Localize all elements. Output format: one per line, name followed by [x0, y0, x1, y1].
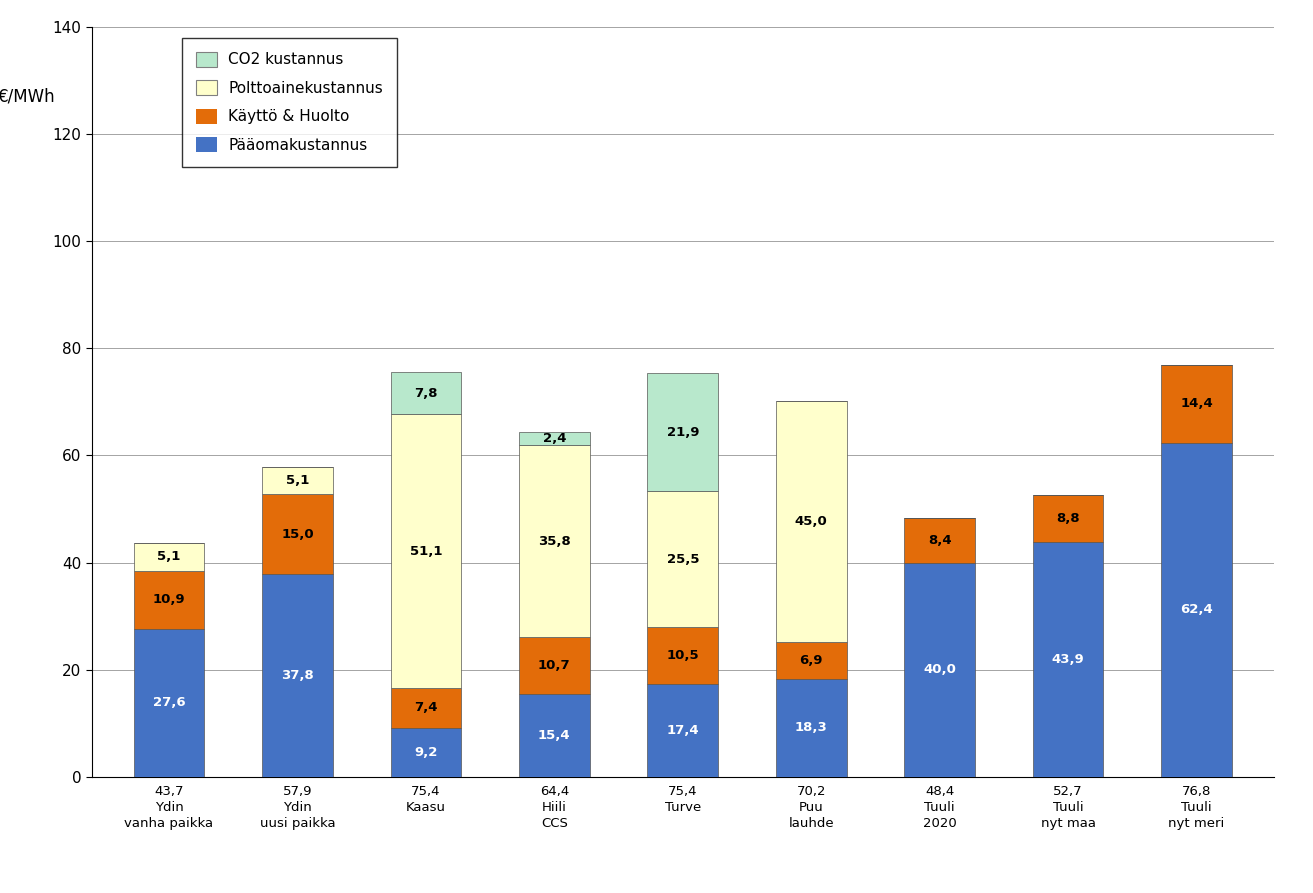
Text: 18,3: 18,3 — [794, 722, 827, 734]
Text: 62,4: 62,4 — [1180, 604, 1213, 616]
Legend: CO2 kustannus, Polttoainekustannus, Käyttö & Huolto, Pääomakustannus: CO2 kustannus, Polttoainekustannus, Käyt… — [183, 38, 397, 167]
Text: 43,9: 43,9 — [1052, 653, 1085, 666]
Text: 5,1: 5,1 — [158, 550, 181, 563]
Bar — [776, 401, 847, 642]
Text: 40,0: 40,0 — [923, 663, 956, 676]
Bar — [134, 571, 205, 629]
Bar — [776, 642, 847, 679]
Text: 8,4: 8,4 — [928, 534, 952, 547]
Text: 51,1: 51,1 — [410, 545, 442, 557]
Bar — [263, 494, 332, 574]
Bar — [390, 372, 461, 414]
Bar — [1161, 443, 1232, 777]
Text: 21,9: 21,9 — [667, 426, 699, 438]
Bar — [519, 446, 590, 637]
Bar — [1033, 542, 1103, 777]
Bar — [519, 637, 590, 695]
Bar — [647, 373, 718, 491]
Text: 15,4: 15,4 — [538, 730, 571, 742]
Y-axis label: €/MWh: €/MWh — [0, 88, 55, 105]
Bar — [519, 695, 590, 777]
Text: 37,8: 37,8 — [281, 669, 314, 682]
Bar — [390, 688, 461, 728]
Text: 5,1: 5,1 — [286, 474, 309, 487]
Text: 25,5: 25,5 — [667, 553, 699, 565]
Bar — [1033, 495, 1103, 542]
Bar — [390, 414, 461, 688]
Bar — [134, 629, 205, 777]
Text: 6,9: 6,9 — [800, 654, 823, 667]
Text: 10,9: 10,9 — [152, 593, 185, 606]
Bar — [263, 467, 332, 494]
Text: 7,4: 7,4 — [414, 701, 437, 714]
Bar — [519, 432, 590, 446]
Bar — [905, 518, 976, 563]
Text: 27,6: 27,6 — [152, 697, 185, 709]
Text: 35,8: 35,8 — [538, 535, 571, 547]
Text: 10,5: 10,5 — [667, 649, 699, 662]
Bar — [134, 543, 205, 571]
Bar — [390, 728, 461, 777]
Text: 10,7: 10,7 — [538, 659, 571, 672]
Text: 9,2: 9,2 — [414, 746, 437, 759]
Bar — [776, 679, 847, 777]
Text: 45,0: 45,0 — [794, 515, 827, 528]
Bar — [1161, 365, 1232, 443]
Text: 8,8: 8,8 — [1056, 512, 1079, 524]
Text: 15,0: 15,0 — [281, 528, 314, 540]
Bar — [647, 684, 718, 777]
Bar — [263, 574, 332, 777]
Bar — [905, 563, 976, 777]
Text: 17,4: 17,4 — [667, 724, 699, 737]
Text: 2,4: 2,4 — [542, 432, 566, 446]
Text: 14,4: 14,4 — [1180, 397, 1213, 411]
Bar — [647, 491, 718, 628]
Text: 7,8: 7,8 — [414, 387, 437, 400]
Bar — [647, 628, 718, 684]
